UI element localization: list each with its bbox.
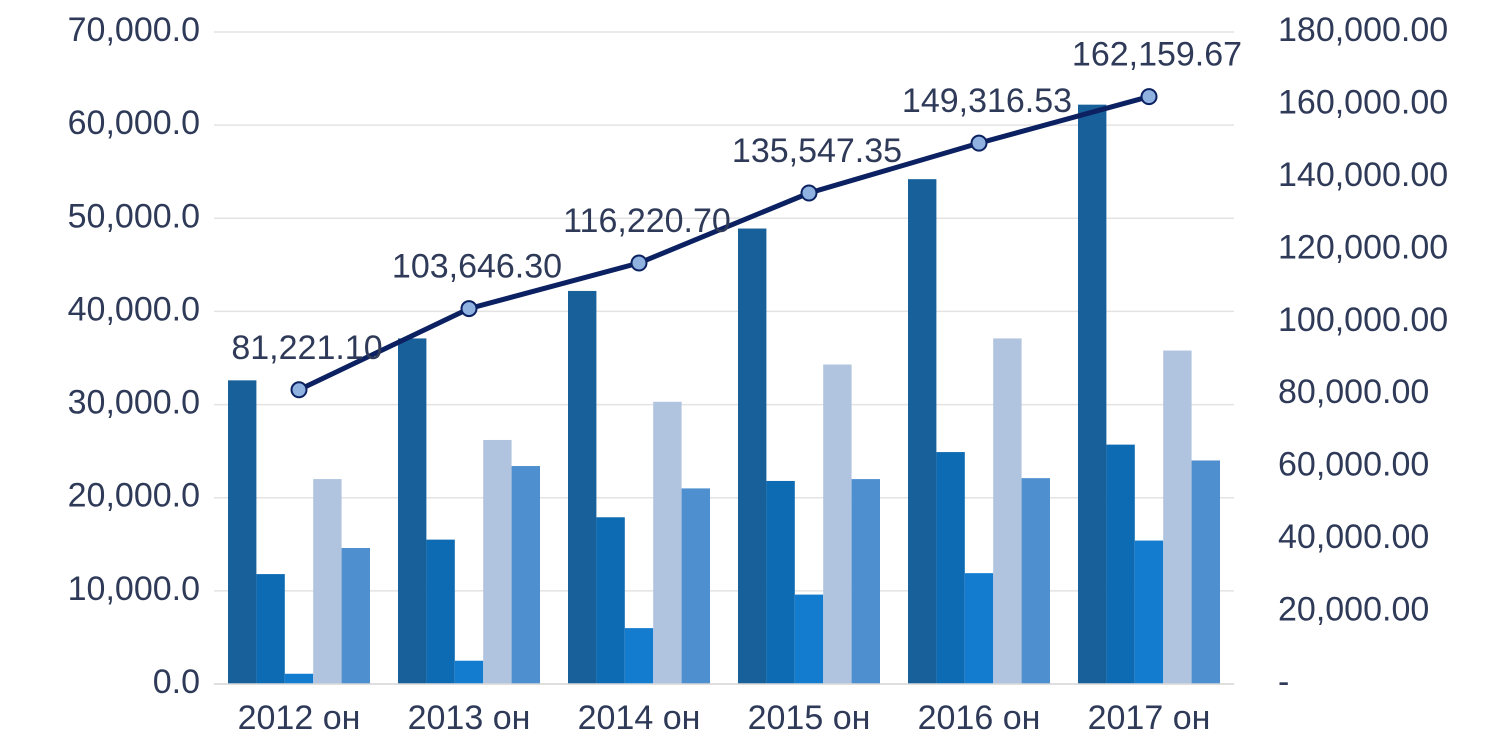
y-tick-label: 40,000.0 (68, 290, 200, 328)
bar (398, 338, 427, 684)
y2-tick-label: 20,000.00 (1278, 591, 1429, 629)
x-tick-label: 2014 он (578, 699, 701, 737)
y2-tick-label: 120,000.00 (1278, 228, 1448, 266)
bar (766, 480, 795, 684)
y-tick-label: 60,000.0 (68, 104, 200, 142)
bar (1021, 478, 1050, 684)
bar (256, 574, 285, 684)
x-tick-label: 2015 он (748, 699, 871, 737)
bar (228, 380, 257, 684)
x-tick-label: 2012 он (238, 699, 361, 737)
bar (851, 479, 880, 684)
data-label: 116,220.70 (563, 202, 731, 240)
y-tick-label: 20,000.0 (68, 477, 200, 515)
bar (1078, 104, 1107, 684)
y2-tick-label: 60,000.00 (1278, 446, 1429, 484)
bar (823, 364, 852, 684)
y-tick-label: 0.0 (153, 663, 200, 701)
y-tick-label: 70,000.0 (68, 11, 200, 49)
line-marker (290, 381, 308, 399)
line-marker (1140, 88, 1158, 106)
y2-tick-label: 180,000.00 (1278, 11, 1448, 49)
bar (1191, 460, 1220, 684)
x-tick-label: 2016 он (918, 699, 1041, 737)
y-tick-label: 10,000.0 (68, 570, 200, 608)
y2-tick-label: 40,000.00 (1278, 518, 1429, 556)
bar (964, 573, 994, 684)
line-marker (800, 184, 818, 202)
line-marker (970, 134, 988, 152)
bar (624, 628, 654, 684)
line-marker (460, 300, 478, 318)
data-label: 135,547.35 (732, 132, 902, 170)
bar (1134, 540, 1164, 684)
bar (1106, 444, 1135, 684)
bar (794, 594, 824, 684)
bar (908, 179, 937, 684)
bar (653, 401, 682, 684)
bar (511, 466, 540, 684)
bar (993, 338, 1022, 684)
bar (681, 488, 710, 684)
bar (596, 517, 625, 684)
x-tick-label: 2017 он (1088, 699, 1211, 737)
bar (284, 673, 314, 684)
data-label: 81,221.10 (231, 329, 382, 367)
data-label: 149,316.53 (902, 82, 1072, 120)
bar (341, 548, 370, 684)
bar (936, 452, 965, 684)
y2-tick-label: 80,000.00 (1278, 373, 1429, 411)
y2-tick-label: 140,000.00 (1278, 156, 1448, 194)
y2-tick-label: 160,000.00 (1278, 83, 1448, 121)
data-label: 103,646.30 (392, 248, 562, 286)
data-label: 162,159.67 (1072, 36, 1242, 74)
y-tick-label: 30,000.0 (68, 384, 200, 422)
line-marker (630, 254, 648, 272)
y2-tick-label: - (1278, 663, 1289, 701)
bar (483, 439, 512, 684)
y-tick-label: 50,000.0 (68, 197, 200, 235)
y2-tick-label: 100,000.00 (1278, 301, 1448, 339)
bar (426, 539, 455, 684)
line (297, 94, 1150, 393)
bar (1163, 350, 1192, 684)
x-tick-label: 2013 он (408, 699, 531, 737)
bar (454, 660, 484, 684)
bar (313, 479, 342, 684)
bar (738, 228, 767, 684)
bar (568, 290, 597, 684)
